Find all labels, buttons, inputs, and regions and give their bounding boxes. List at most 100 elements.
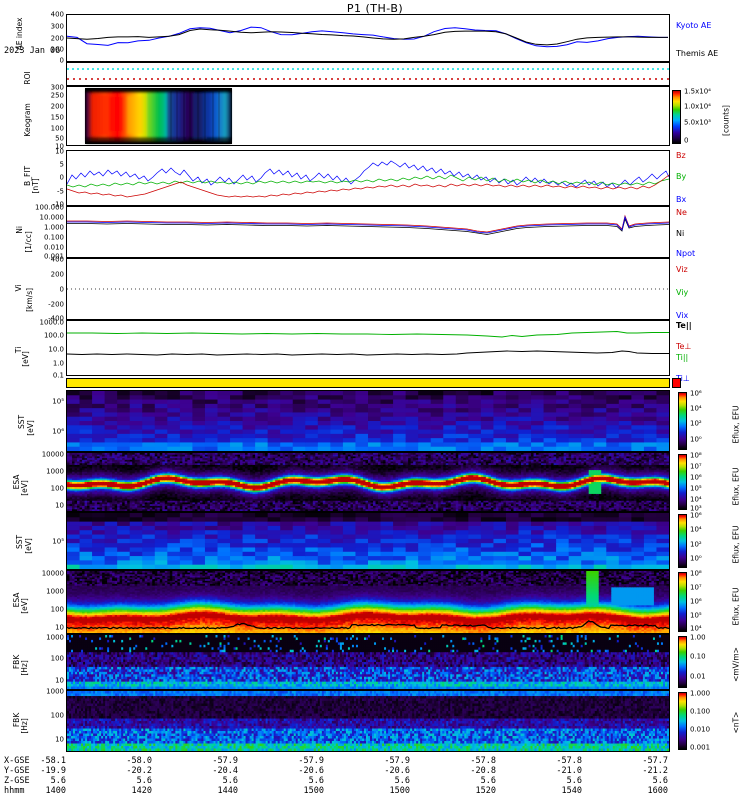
temperature-yticks: 1000.0 100.0 10.0 1.0 0.1 bbox=[0, 319, 65, 379]
axis-value: 5.6 bbox=[118, 776, 152, 786]
fbk-electric-yunit: [Hz] bbox=[20, 651, 29, 685]
keogram-colorbar bbox=[672, 90, 681, 144]
axis-value: -57.7 bbox=[634, 756, 668, 766]
axis-value: 1500 bbox=[290, 786, 324, 796]
legend-ne: Ne bbox=[676, 209, 687, 217]
mode-bar bbox=[66, 378, 670, 388]
panel-keogram bbox=[66, 86, 670, 146]
legend-ti-para: Ti|| bbox=[676, 354, 688, 362]
axis-row-x-gse: X-GSE -58.1 -58.0 -57.9 -57.9 -57.9 -57.8 -57.… bbox=[0, 756, 750, 766]
mode-bar-marker bbox=[672, 378, 681, 388]
axis-ticks bbox=[67, 145, 669, 146]
esa-electron-colorbar-label: Eflux, EFU bbox=[732, 457, 741, 517]
axis-value: -57.9 bbox=[376, 756, 410, 766]
sst-ion-yticks: 10⁵ bbox=[0, 512, 64, 570]
axis-value: -57.8 bbox=[548, 756, 582, 766]
b-fit-yunit: [nT] bbox=[31, 166, 40, 206]
sst-ion-colorbar bbox=[678, 514, 687, 568]
legend-ti-perp: Ti⊥ bbox=[676, 375, 690, 383]
axis-value: -20.2 bbox=[118, 766, 152, 776]
axis-value: -58.0 bbox=[118, 756, 152, 766]
axis-value: -20.8 bbox=[462, 766, 496, 776]
fbk-electric-yticks: 1000 100 10 bbox=[0, 634, 64, 690]
axis-ticks bbox=[67, 751, 669, 752]
page-title: P1 (TH-B) bbox=[0, 2, 750, 15]
sst-electron-spectrogram bbox=[67, 391, 669, 451]
fbk-magnetic-yunit: [Hz] bbox=[20, 709, 29, 743]
sst-ion-colorbar-label: Eflux, EFU bbox=[732, 515, 741, 575]
panel-density bbox=[66, 206, 670, 258]
axis-value: 5.6 bbox=[376, 776, 410, 786]
keogram-image bbox=[85, 88, 232, 144]
fbk-magnetic-colorbar bbox=[678, 692, 687, 750]
keogram-ylabel: Keogram bbox=[23, 90, 32, 150]
ae-index-traces bbox=[67, 26, 668, 48]
fbk-magnetic-colorbar-label: <nT> bbox=[732, 695, 741, 751]
panel-fbk-magnetic bbox=[66, 690, 670, 752]
fbk-electric-colorbar bbox=[678, 636, 687, 688]
temperature-traces bbox=[67, 331, 669, 356]
sst-electron-colorbar-label: Eflux, EFU bbox=[732, 395, 741, 455]
fbk-electric-spectrogram bbox=[67, 635, 669, 689]
b-fit-yticks: 10 5 0 -5 -10 bbox=[0, 148, 64, 208]
sst-ion-spectrogram bbox=[67, 513, 669, 569]
axis-value: 5.6 bbox=[204, 776, 238, 786]
velocity-yunit: [km/s] bbox=[25, 278, 34, 322]
axis-value: -57.9 bbox=[290, 756, 324, 766]
ae-index-yticks: 400 300 200 100 0 bbox=[0, 11, 64, 64]
axis-value: -57.8 bbox=[462, 756, 496, 766]
esa-electron-yunit: [eV] bbox=[20, 471, 29, 505]
keogram-colorbar-label: [counts] bbox=[722, 98, 731, 144]
legend-vix: Vix bbox=[676, 312, 688, 320]
axis-value: -20.6 bbox=[376, 766, 410, 776]
plot-date: 2023 Jan 06 bbox=[4, 46, 60, 56]
panel-roi bbox=[66, 62, 670, 86]
panel-esa-ion bbox=[66, 570, 670, 634]
esa-ion-spectrogram bbox=[67, 571, 669, 633]
legend-npot: Npot bbox=[676, 250, 695, 258]
esa-ion-yunit: [eV] bbox=[20, 589, 29, 623]
axis-value: 5.6 bbox=[634, 776, 668, 786]
panel-sst-electron bbox=[66, 390, 670, 452]
density-yunit: [1/cc] bbox=[24, 221, 33, 263]
legend-kyoto-ae: Kyoto AE bbox=[676, 22, 711, 30]
axis-value: -57.9 bbox=[204, 756, 238, 766]
legend-ni: Ni bbox=[676, 230, 684, 238]
velocity-yticks: 400 200 0 -200 -400 bbox=[0, 256, 64, 322]
axis-value: 5.6 bbox=[462, 776, 496, 786]
legend-te-perp: Te⊥ bbox=[676, 343, 691, 351]
axis-value: -20.6 bbox=[290, 766, 324, 776]
sst-ion-yunit: [eV] bbox=[24, 529, 33, 563]
axis-ticks bbox=[67, 375, 669, 376]
sst-electron-yunit: [eV] bbox=[26, 411, 35, 445]
b-fit-traces bbox=[67, 160, 669, 198]
axis-row-y-gse: Y-GSE -19.9 -20.2 -20.4 -20.6 -20.6 -20.8 -21.… bbox=[0, 766, 750, 776]
velocity-traces bbox=[67, 288, 669, 290]
esa-ion-colorbar bbox=[678, 572, 687, 632]
sst-electron-colorbar bbox=[678, 392, 687, 450]
axis-value: -19.9 bbox=[32, 766, 66, 776]
axis-value: -20.4 bbox=[204, 766, 238, 776]
velocity-ylabel: Vi bbox=[14, 268, 23, 308]
fbk-magnetic-yticks: 1000 100 10 bbox=[0, 688, 64, 752]
axis-value: -21.0 bbox=[548, 766, 582, 776]
axis-value: 1500 bbox=[376, 786, 410, 796]
axis-row-z-gse: Z-GSE 5.6 5.6 5.6 5.6 5.6 5.6 5.6 5.6 bbox=[0, 776, 750, 786]
panel-esa-electron bbox=[66, 452, 670, 512]
esa-ion-yticks: 10000 1000 100 10 bbox=[0, 570, 64, 634]
axis-row-hhmm: hhmm 1400 1420 1440 1500 1500 1520 1540 1600 bbox=[0, 786, 750, 796]
esa-electron-yticks: 10000 1000 100 10 bbox=[0, 451, 64, 512]
panel-velocity bbox=[66, 258, 670, 320]
legend-te-para: Te|| bbox=[676, 322, 692, 330]
axis-value: 5.6 bbox=[290, 776, 324, 786]
sst-electron-ylabel: SST bbox=[17, 404, 26, 440]
panel-ae-index bbox=[66, 14, 670, 62]
esa-electron-colorbar bbox=[678, 454, 687, 510]
axis-value: 1600 bbox=[634, 786, 668, 796]
axis-value: 1420 bbox=[118, 786, 152, 796]
legend-themis-ae: Themis AE bbox=[676, 50, 718, 58]
legend-viy: Viy bbox=[676, 289, 688, 297]
fbk-electric-colorbar-label: <mV/m> bbox=[732, 637, 741, 693]
axis-value: 1400 bbox=[32, 786, 66, 796]
axis-value: 1540 bbox=[548, 786, 582, 796]
